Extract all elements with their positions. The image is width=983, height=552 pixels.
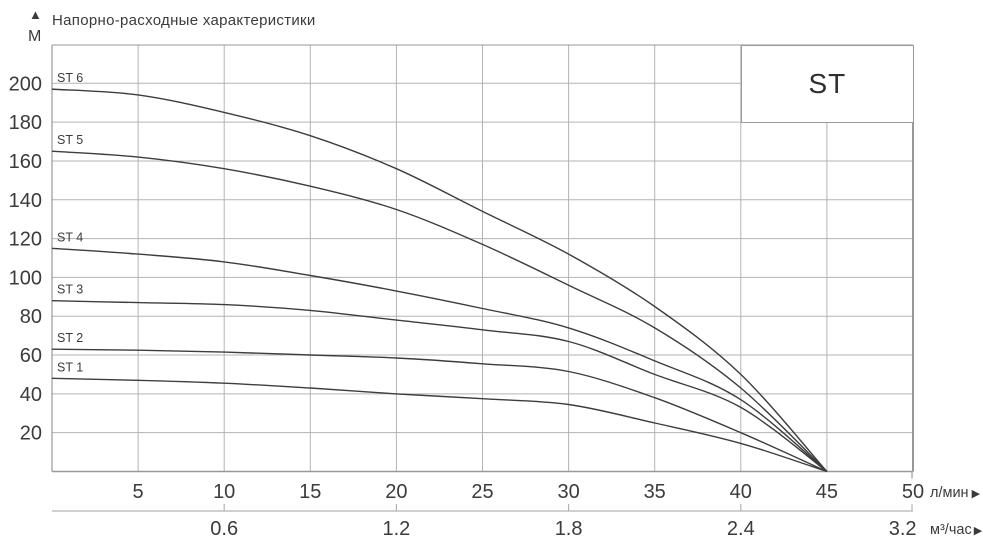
y-tick-label: 40	[20, 384, 42, 406]
curve-st-4	[51, 247, 828, 473]
y-tick-label: 160	[9, 151, 42, 173]
x-tick-label: 25	[471, 481, 493, 503]
y-tick-label: 20	[20, 423, 42, 445]
curve-st-5	[51, 150, 828, 473]
y-tick-label: 140	[9, 190, 42, 212]
secondary-axis-unit-label: м³/час ▶	[930, 522, 983, 538]
x-axis-unit-label: л/мин ▶	[930, 485, 981, 501]
x-tick-label: 30	[557, 481, 579, 503]
y-tick-label: 80	[20, 306, 42, 328]
secondary-tick-label: 2.4	[727, 518, 755, 540]
curve-label-st-6: ST 6	[57, 71, 83, 85]
secondary-tick-label: 1.8	[555, 518, 583, 540]
secondary-tick-label: 0.6	[210, 518, 238, 540]
curve-st-6	[51, 88, 828, 472]
y-tick-label: 120	[9, 229, 42, 251]
secondary-tick-label: 3.2	[889, 518, 917, 540]
y-tick-label: 200	[9, 73, 42, 95]
curve-label-st-2: ST 2	[57, 331, 83, 345]
curve-label-st-1: ST 1	[57, 360, 83, 374]
x-tick-label: 15	[299, 481, 321, 503]
x-tick-label: 50	[902, 481, 924, 503]
x-tick-label: 5	[133, 481, 144, 503]
y-tick-label: 60	[20, 345, 42, 367]
x-tick-label: 40	[730, 481, 752, 503]
curve-st-1	[51, 377, 828, 473]
curve-label-st-5: ST 5	[57, 133, 83, 147]
x-tick-label: 20	[385, 481, 407, 503]
y-axis-arrow-icon: ▲	[29, 7, 42, 22]
curve-st-2	[51, 348, 828, 473]
series-family-badge: ST	[740, 45, 914, 124]
x-tick-label: 10	[213, 481, 235, 503]
secondary-tick-label: 1.2	[382, 518, 410, 540]
y-tick-label: 100	[9, 267, 42, 289]
y-axis-unit-label: М	[28, 28, 42, 45]
x-tick-label: 35	[644, 481, 666, 503]
y-tick-label: 180	[9, 112, 42, 134]
curve-label-st-4: ST 4	[57, 230, 83, 244]
chart-title: Напорно-расходные характеристики	[52, 12, 316, 29]
curve-st-3	[51, 299, 828, 473]
curve-label-st-3: ST 3	[57, 283, 83, 297]
x-tick-label: 45	[816, 481, 838, 503]
